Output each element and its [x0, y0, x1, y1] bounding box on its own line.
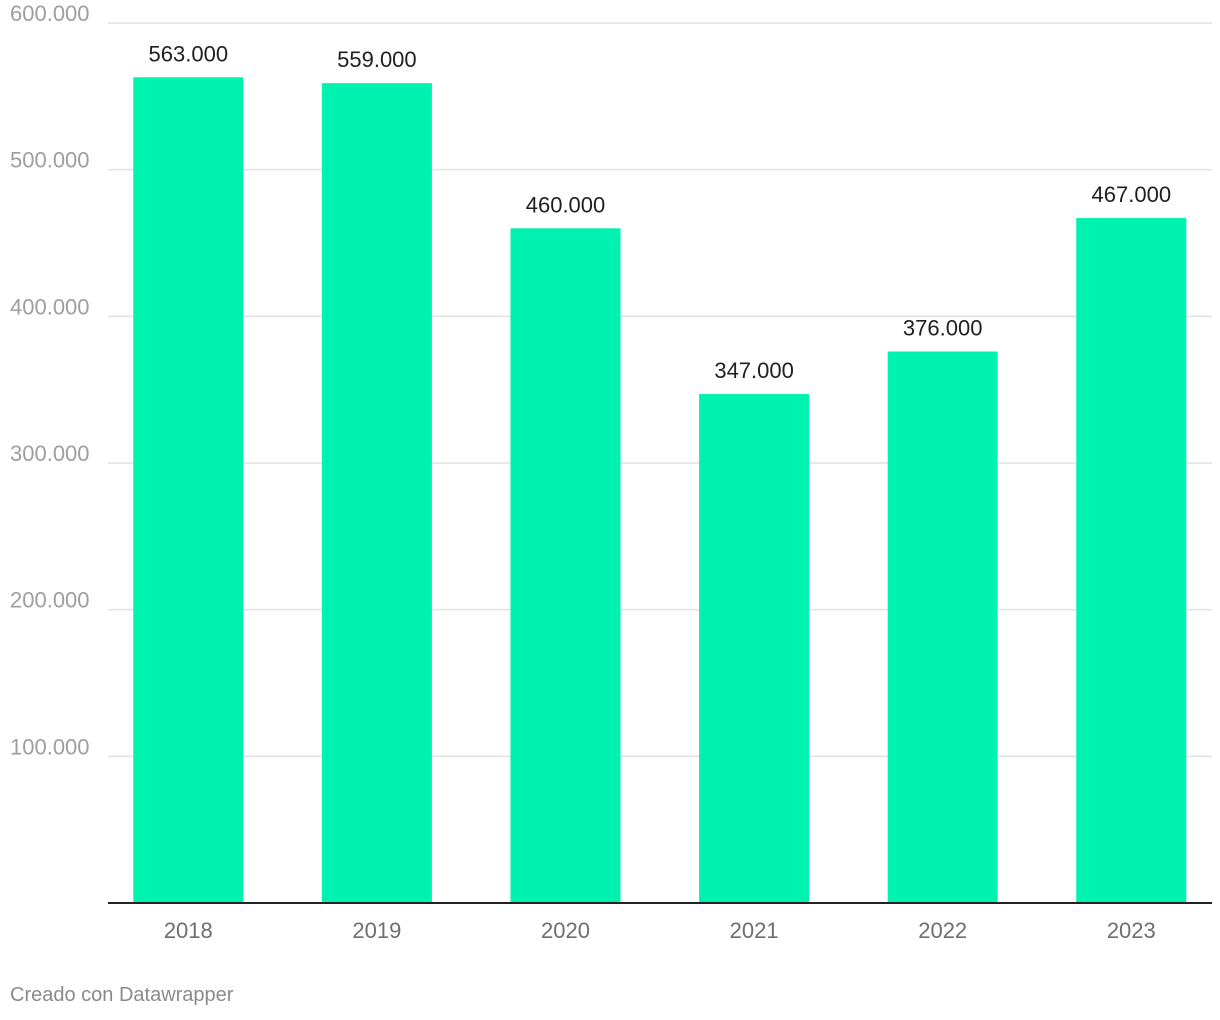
x-tick-label: 2023 — [1107, 918, 1156, 943]
bar — [510, 228, 621, 904]
x-axis-tick-labels: 2018 2019 2020 2021 2022 2023 — [164, 918, 1156, 943]
y-tick-label: 100.000 — [10, 734, 90, 759]
bar — [321, 83, 432, 904]
bar — [699, 394, 810, 903]
bar-value-label: 563.000 — [149, 41, 229, 66]
x-tick-label: 2021 — [730, 918, 779, 943]
value-labels: 563.000 559.000 460.000 347.000 376.000 467.0… — [149, 41, 1172, 383]
y-tick-label: 300.000 — [10, 441, 90, 466]
bar-value-label: 376.000 — [903, 316, 983, 341]
y-tick-label: 500.000 — [10, 148, 90, 173]
credit-text: Creado con Datawrapper — [10, 984, 234, 1006]
y-tick-label: 200.000 — [10, 588, 90, 613]
x-tick-label: 2022 — [918, 918, 967, 943]
bar-value-label: 559.000 — [337, 47, 417, 72]
bar — [887, 351, 998, 903]
bar — [133, 77, 244, 904]
x-tick-label: 2020 — [541, 918, 590, 943]
y-tick-label: 400.000 — [10, 294, 90, 319]
x-tick-label: 2018 — [164, 918, 213, 943]
y-axis-tick-labels: 100.000 200.000 300.000 400.000 500.000 600.0… — [10, 1, 90, 759]
bar — [1076, 218, 1187, 904]
bar-value-label: 460.000 — [526, 192, 606, 217]
bars — [133, 77, 1187, 904]
y-tick-label: 600.000 — [10, 1, 90, 26]
bar-value-label: 347.000 — [714, 358, 794, 383]
gridlines — [108, 22, 1212, 758]
bar-value-label: 467.000 — [1092, 182, 1172, 207]
x-tick-label: 2019 — [352, 918, 401, 943]
